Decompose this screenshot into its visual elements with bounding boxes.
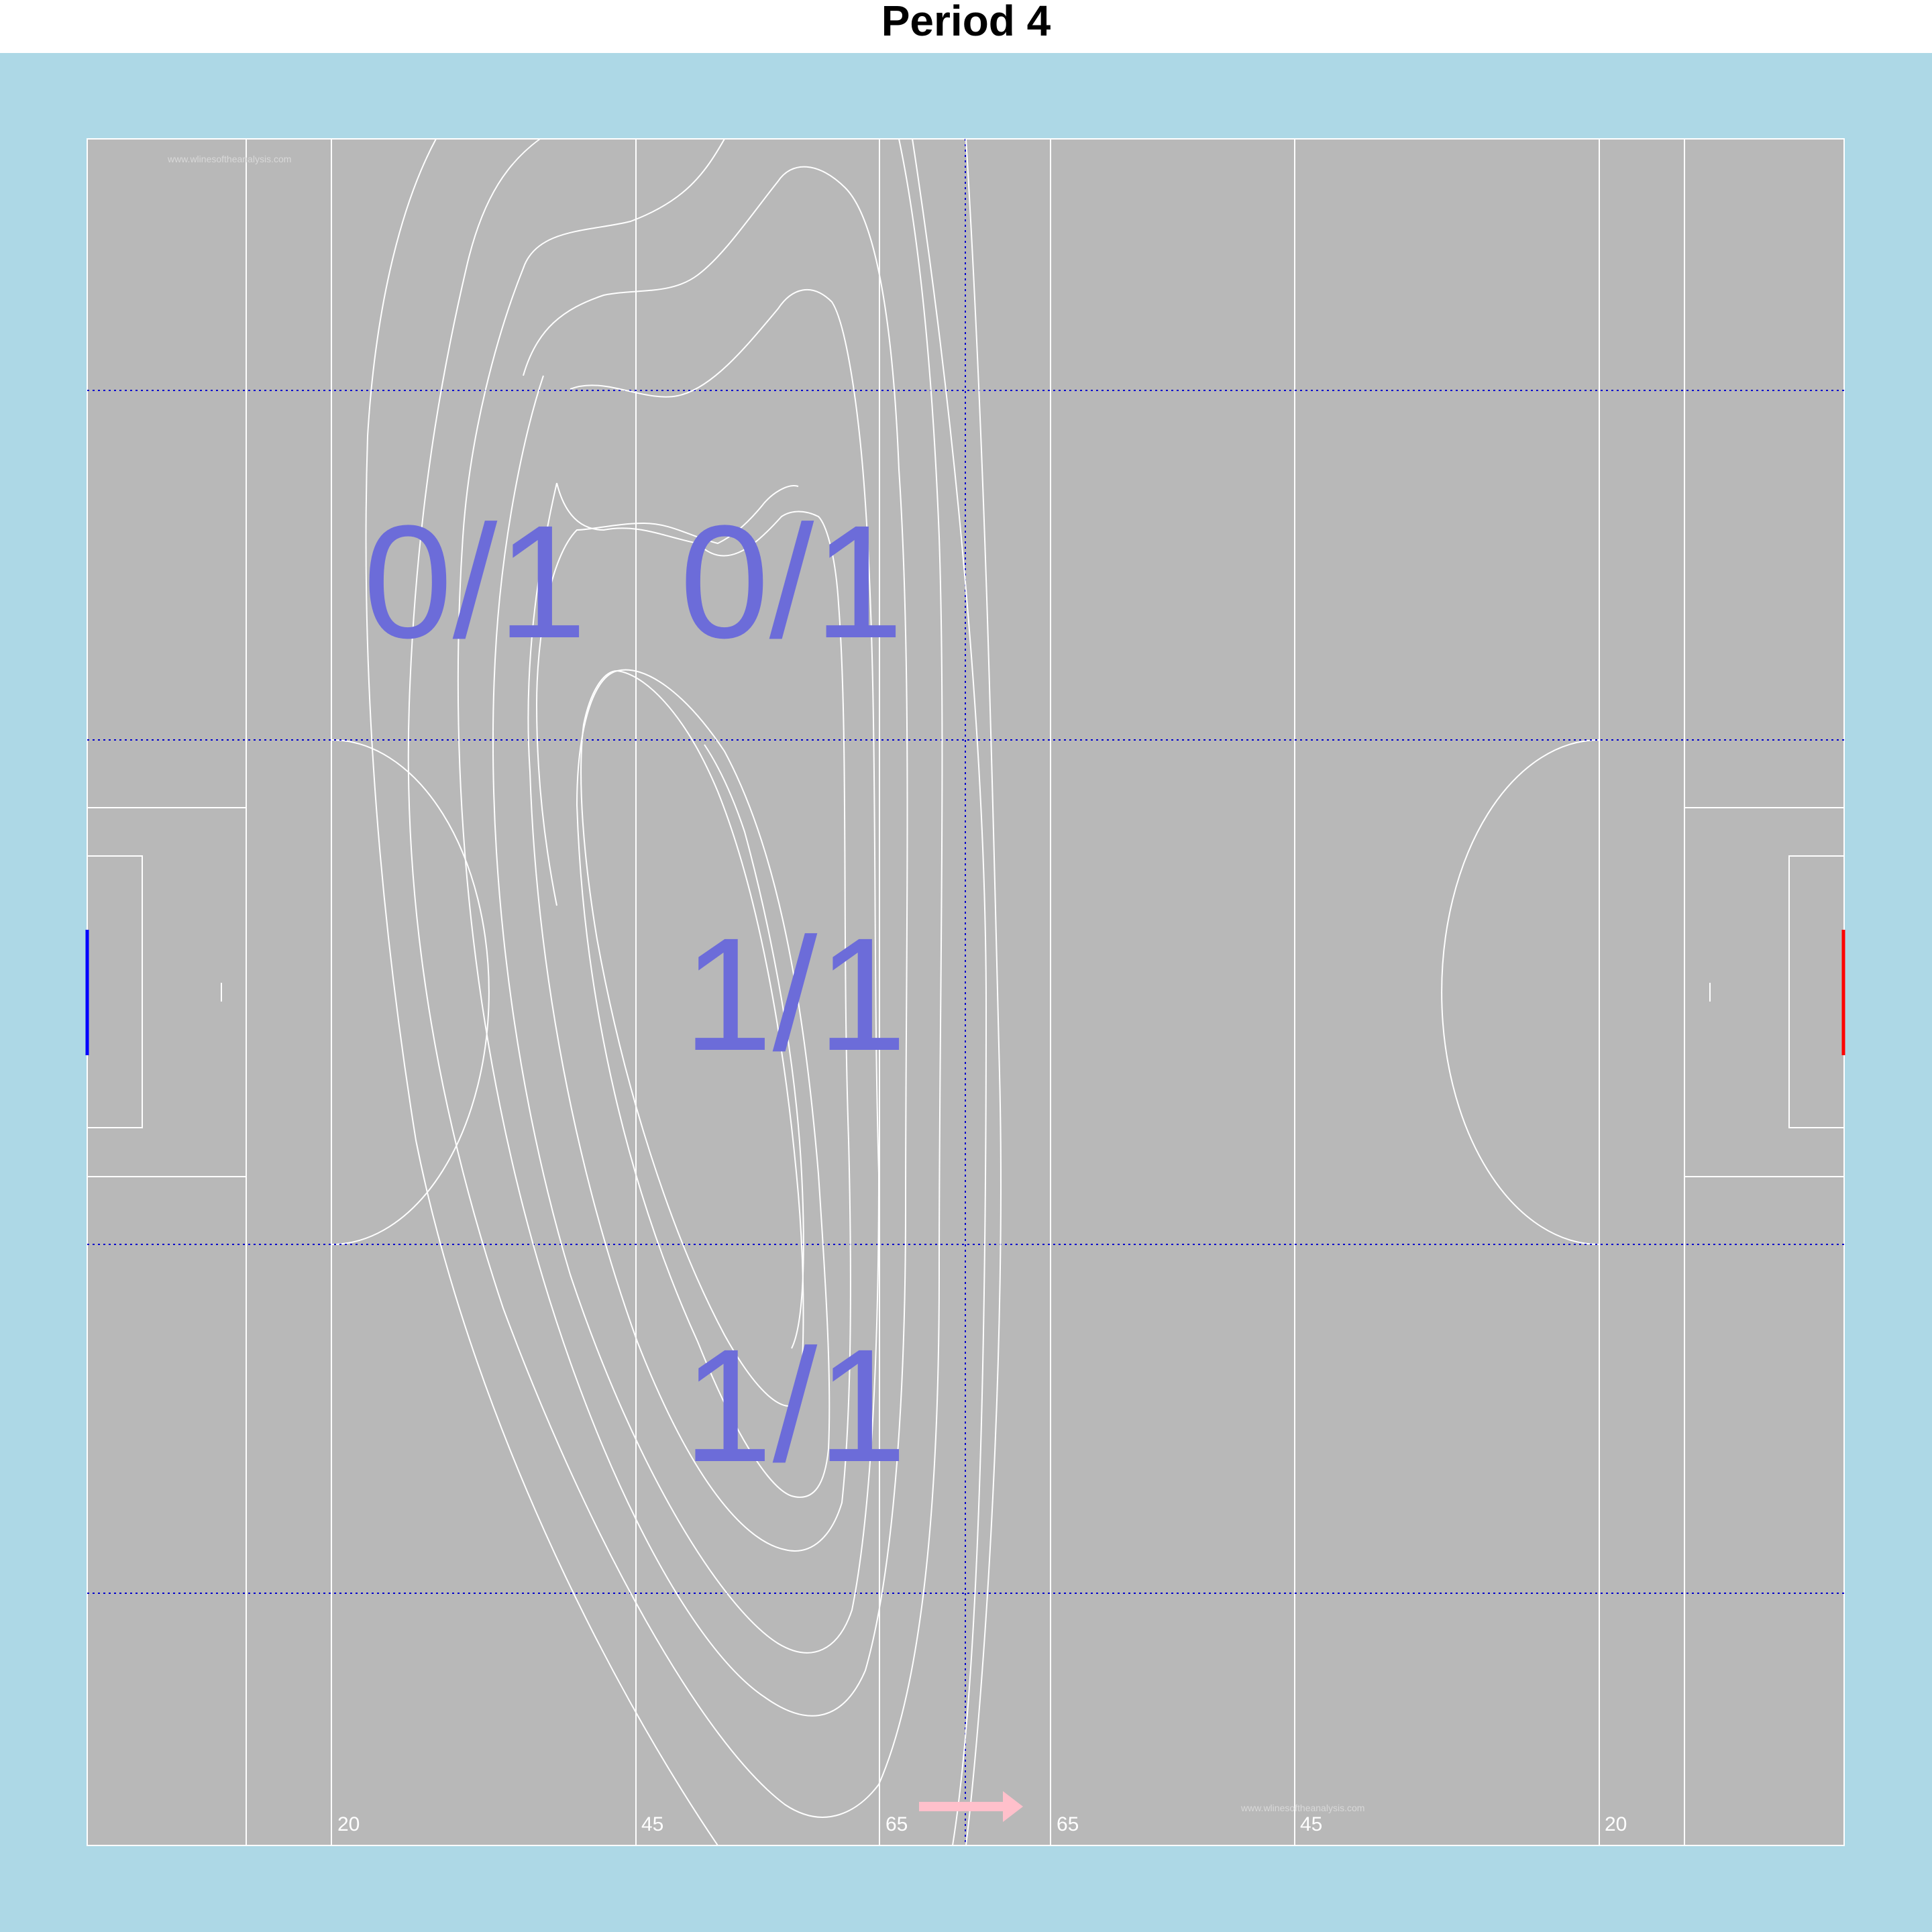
distance-labels: 20 45 65 65 45 20: [337, 1813, 1627, 1835]
distance-label: 20: [337, 1813, 360, 1835]
contour-4: [407, 138, 943, 1818]
arc-left: [331, 739, 490, 1245]
distance-label: 65: [1057, 1813, 1079, 1835]
zone-label: 0/1: [363, 492, 587, 672]
watermarks: www.wlinesoftheanalysis.com www.wlinesof…: [167, 154, 1364, 1813]
contour-3: [365, 138, 718, 1846]
zone-label: 1/1: [683, 1316, 907, 1495]
zone-grid: [87, 139, 1844, 1845]
title-bar: Period 4: [0, 0, 1932, 53]
zone-label: 0/1: [680, 492, 904, 672]
arc-right: [1441, 739, 1600, 1245]
zone-label: 1/1: [683, 904, 907, 1084]
pitch-lines: [87, 139, 1845, 1845]
chart-title: Period 4: [881, 0, 1051, 45]
contour-2: [912, 138, 987, 1846]
arrow-right-icon: [919, 1791, 1023, 1822]
distance-label: 45: [1300, 1813, 1322, 1835]
watermark-top: www.wlinesoftheanalysis.com: [167, 154, 291, 164]
pitch-diagram: 0/1 0/1 1/1 1/1 20 45 65 65 45 20 www.wl…: [0, 53, 1932, 1932]
watermark-bottom: www.wlinesoftheanalysis.com: [1240, 1803, 1364, 1813]
contour-10: [580, 669, 804, 1407]
distance-label: 65: [885, 1813, 908, 1835]
contour-11: [704, 744, 804, 1349]
contour-1: [965, 138, 1002, 1846]
distance-label: 45: [641, 1813, 663, 1835]
contour-7: [527, 482, 851, 1552]
density-contours: [365, 138, 1002, 1846]
contour-8: [535, 485, 799, 906]
zone-labels: 0/1 0/1 1/1 1/1: [363, 492, 907, 1495]
contour-9: [576, 669, 830, 1498]
contour-6: [492, 289, 880, 1654]
distance-label: 20: [1605, 1813, 1627, 1835]
contour-5: [457, 138, 908, 1717]
